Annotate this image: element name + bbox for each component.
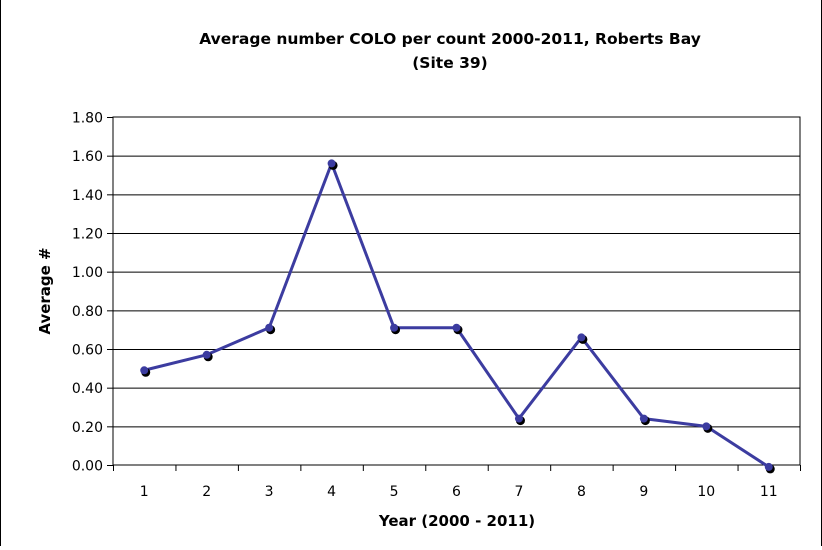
data-point (764, 462, 773, 471)
data-point (327, 159, 336, 168)
x-axis-label: Year (2000 - 2011) (378, 512, 535, 530)
x-tick-label: 10 (697, 484, 715, 500)
y-axis-ticks: 0.00 0.20 0.40 0.60 0.80 1.00 1.20 1.40 1.60 1.80 (72, 111, 113, 475)
data-point (702, 422, 711, 431)
x-tick-label: 3 (265, 484, 274, 500)
chart-title-line1: Average number COLO per count 2000-2011,… (199, 30, 701, 48)
series-line (143, 161, 770, 469)
data-point (577, 333, 586, 342)
y-tick-label: 0.40 (72, 381, 103, 397)
x-tick-label: 5 (390, 484, 399, 500)
y-tick-label: 1.80 (72, 111, 103, 127)
x-tick-label: 7 (514, 484, 523, 500)
y-tick-label: 1.60 (72, 149, 103, 165)
series-layer (140, 159, 775, 474)
y-tick-label: 0.00 (72, 459, 103, 475)
y-axis-label: Average # (36, 247, 54, 334)
x-tick-label: 2 (202, 484, 211, 500)
y-tick-label: 0.60 (72, 343, 103, 359)
x-tick-label: 6 (452, 484, 461, 500)
data-point (140, 366, 149, 375)
gridlines (113, 155, 800, 428)
data-point (265, 323, 274, 332)
data-point (639, 414, 648, 423)
x-tick-label: 8 (577, 484, 586, 500)
x-tick-label: 4 (327, 484, 336, 500)
plot-area (112, 116, 801, 466)
y-tick-label: 1.40 (72, 188, 103, 204)
y-tick-label: 1.00 (72, 265, 103, 281)
chart-title-line2: (Site 39) (412, 54, 488, 72)
y-tick-label: 1.20 (72, 227, 103, 243)
x-tick-label: 11 (760, 484, 778, 500)
y-tick-label: 0.80 (72, 304, 103, 320)
data-point (202, 350, 211, 359)
x-tick-label: 9 (639, 484, 648, 500)
data-point (514, 414, 523, 423)
data-point (452, 323, 461, 332)
y-tick-label: 0.20 (72, 420, 103, 436)
x-tick-label: 1 (140, 484, 149, 500)
x-axis-ticks: 1 2 3 4 5 6 7 8 9 10 11 (113, 465, 801, 500)
data-point (390, 323, 399, 332)
